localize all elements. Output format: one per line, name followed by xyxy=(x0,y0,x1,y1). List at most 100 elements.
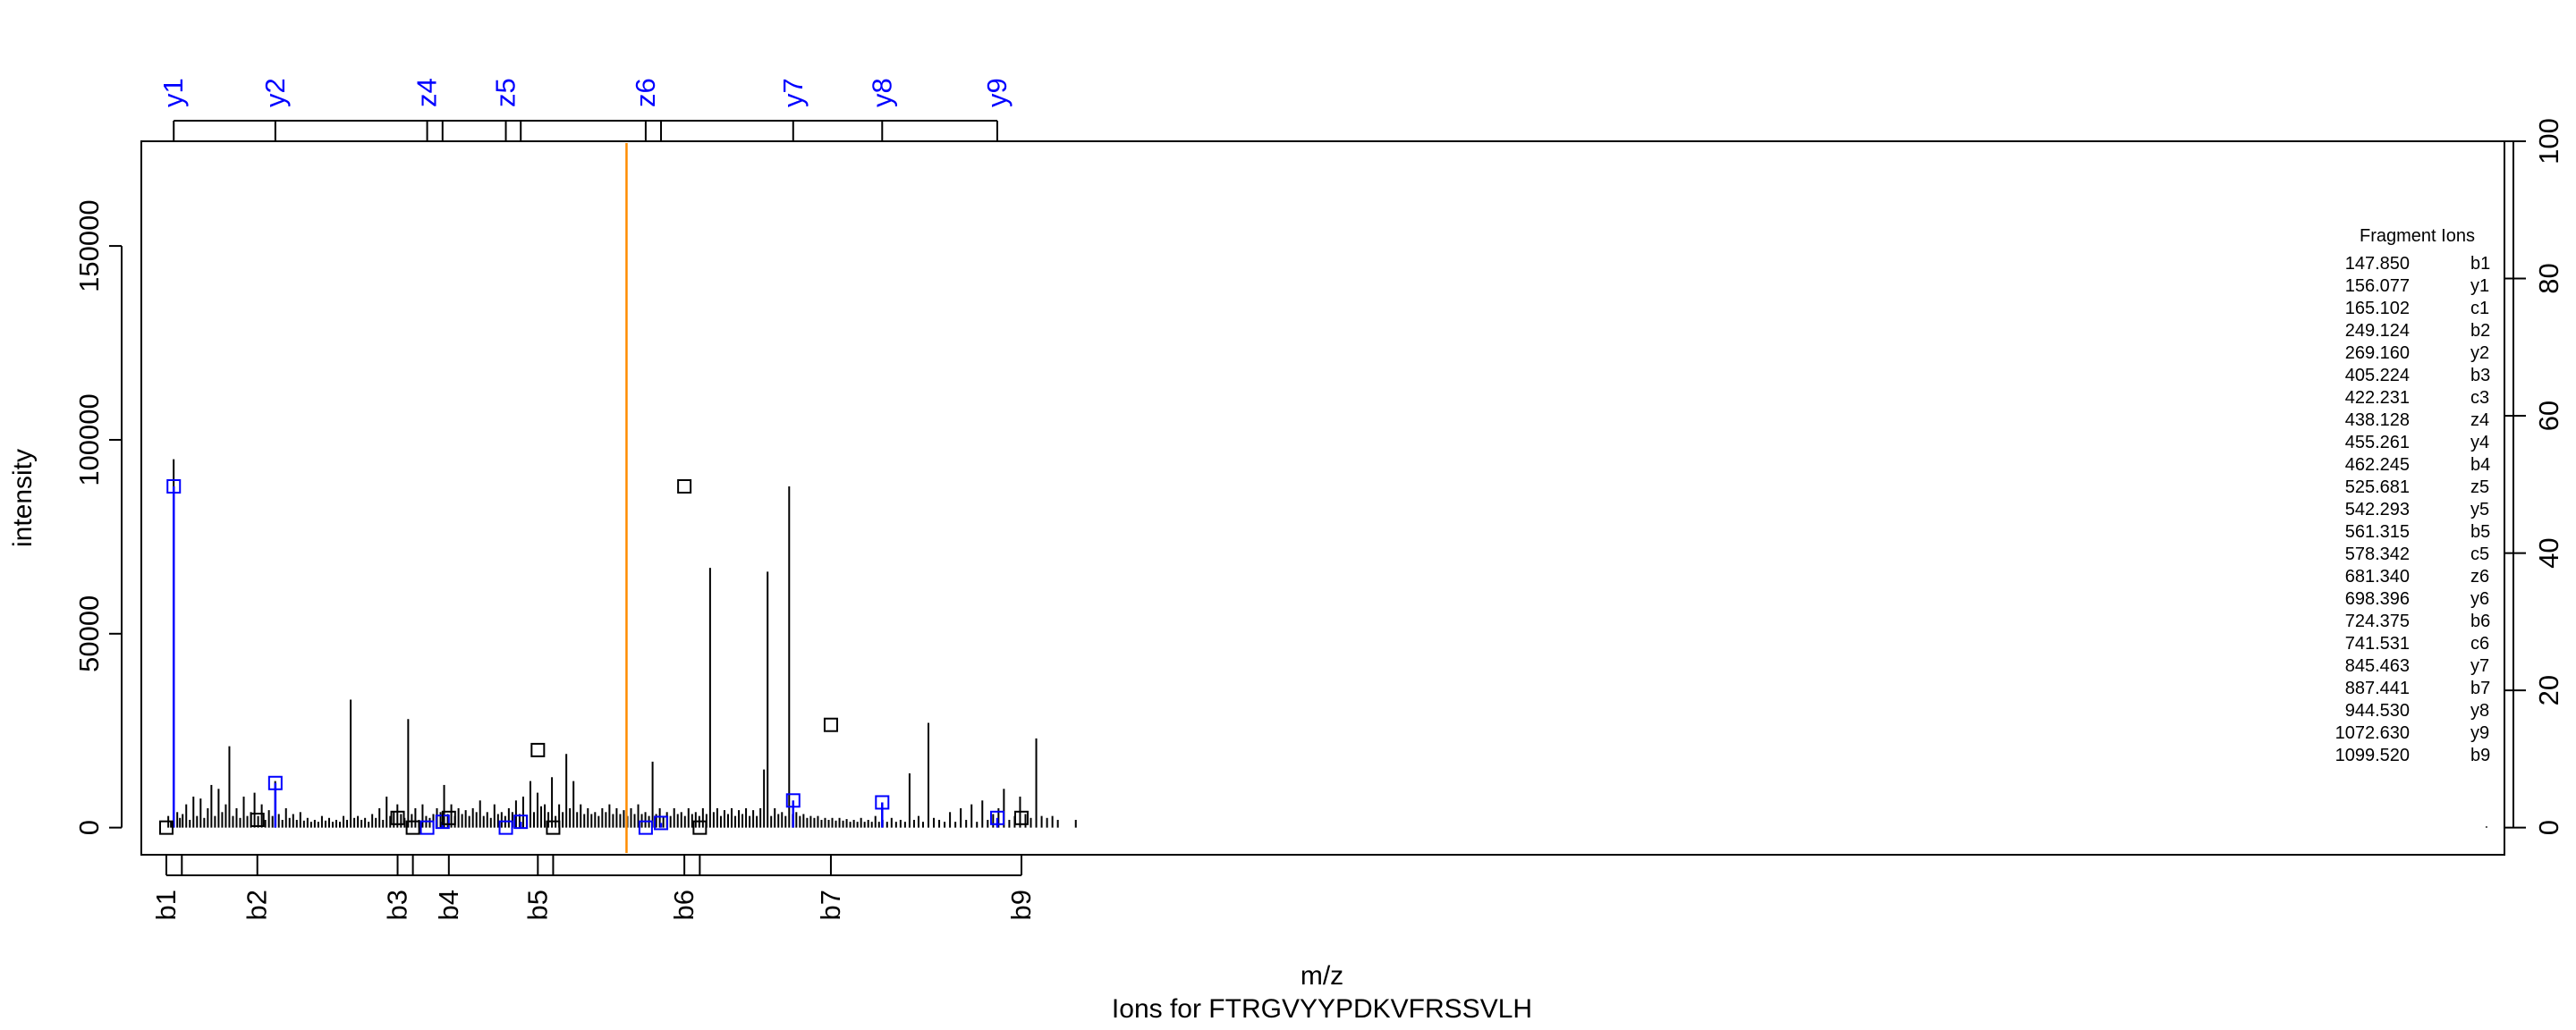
legend-entry-mz: 561.315 xyxy=(2345,522,2410,542)
top-ion-label: y9 xyxy=(981,78,1013,107)
legend-entry-ion: y2 xyxy=(2470,343,2489,363)
ion-marker xyxy=(677,478,692,494)
legend-entry-mz: 249.124 xyxy=(2345,321,2410,341)
left-y-axis: 0 50000 100000 150000 xyxy=(73,199,123,835)
top-ion-label: y7 xyxy=(777,78,809,107)
legend-entry-ion: y8 xyxy=(2470,701,2489,721)
legend-entry-ion: y9 xyxy=(2470,723,2489,743)
legend-entry-mz: 1099.520 xyxy=(2335,746,2410,765)
right-tick-label: 0 xyxy=(2533,820,2564,835)
ion-marker xyxy=(498,820,513,835)
ion-marker xyxy=(546,820,561,835)
ion-marker xyxy=(654,815,669,831)
top-ion-label: y2 xyxy=(259,78,291,107)
legend-entry-ion: c1 xyxy=(2470,299,2489,318)
legend-entry-ion: z6 xyxy=(2470,567,2489,587)
right-tick-label: 80 xyxy=(2533,263,2564,293)
legend-entry-ion: z5 xyxy=(2470,477,2489,497)
ion-marker xyxy=(785,793,801,808)
bottom-ion-label: b7 xyxy=(815,890,846,920)
x-axis-title: m/z xyxy=(1301,961,1343,991)
right-tick-label: 100 xyxy=(2533,118,2564,165)
ion-marker xyxy=(530,742,546,757)
top-ion-label: y1 xyxy=(157,78,189,107)
legend-title: Fragment Ions xyxy=(2360,226,2475,246)
legend-entry-ion: b2 xyxy=(2470,321,2490,341)
ion-marker xyxy=(1013,810,1029,825)
top-ion-label: z4 xyxy=(411,78,443,107)
legend-entry-ion: c6 xyxy=(2470,634,2489,654)
legend-entry-ion: z4 xyxy=(2470,410,2489,430)
legend-entry-mz: 269.160 xyxy=(2345,343,2410,363)
legend-entry-mz: 422.231 xyxy=(2345,388,2410,408)
legend-entry-ion: y5 xyxy=(2470,500,2489,519)
bottom-ion-label: b5 xyxy=(521,890,553,920)
ion-marker xyxy=(267,775,283,790)
legend-entry-ion: c3 xyxy=(2470,388,2489,408)
ion-marker xyxy=(405,820,420,835)
legend-entry-mz: 438.128 xyxy=(2345,410,2410,430)
ion-marker xyxy=(638,820,653,835)
legend-entry-ion: b9 xyxy=(2470,746,2490,765)
ion-marker xyxy=(419,820,435,835)
legend-entry-mz: 455.261 xyxy=(2345,433,2410,452)
left-tick-label: 150000 xyxy=(73,199,105,291)
ion-marker xyxy=(513,815,529,830)
legend-entry-ion: b4 xyxy=(2470,455,2490,475)
legend-entry-ion: c5 xyxy=(2470,545,2489,564)
legend-entry-mz: 578.342 xyxy=(2345,545,2410,564)
bottom-ion-label: b2 xyxy=(242,890,273,920)
right-tick-label: 20 xyxy=(2533,675,2564,705)
legend-entry-ion: y6 xyxy=(2470,589,2489,609)
left-tick-label: 50000 xyxy=(73,595,105,672)
ion-marker xyxy=(166,478,182,494)
bottom-ion-label: b4 xyxy=(433,890,464,920)
legend-entry-mz: 845.463 xyxy=(2345,656,2410,676)
legend-entry-ion: b3 xyxy=(2470,366,2490,385)
bottom-ion-axis: b1 b2 b3 b4 b5 b6 b7 b9 xyxy=(150,855,1037,920)
legend-entry-ion: y7 xyxy=(2470,656,2489,676)
top-ion-label: y8 xyxy=(866,78,897,107)
bottom-ion-label: b1 xyxy=(150,890,182,920)
top-ion-axis: y1 y2 z4 z5 z6 y7 y8 y9 xyxy=(157,78,1013,141)
legend-entry-mz: 887.441 xyxy=(2345,679,2410,698)
plot-frame xyxy=(140,140,2505,856)
legend-entry-mz: 405.224 xyxy=(2345,366,2410,385)
ion-marker xyxy=(692,820,708,835)
right-y-axis: 0 20 40 60 80 100 xyxy=(2504,118,2564,835)
legend-entry-mz: 944.530 xyxy=(2345,701,2410,721)
bottom-ion-label: b3 xyxy=(382,890,413,920)
bottom-ion-label: b9 xyxy=(1005,890,1037,920)
legend-entry-mz: 724.375 xyxy=(2345,612,2410,631)
plot-area xyxy=(158,143,2487,853)
legend-entry-ion: b6 xyxy=(2470,612,2490,631)
legend-entry-mz: 542.293 xyxy=(2345,500,2410,519)
ion-marker xyxy=(823,717,838,732)
right-tick-label: 40 xyxy=(2533,537,2564,568)
legend-entry-ion: b7 xyxy=(2470,679,2490,698)
legend-entry-ion: y1 xyxy=(2470,276,2489,296)
legend-entry-mz: 741.531 xyxy=(2345,634,2410,654)
ion-marker xyxy=(250,812,265,827)
bottom-ion-label: b6 xyxy=(668,890,699,920)
top-ion-label: z6 xyxy=(630,78,661,107)
chart-subtitle: Ions for FTRGVYYPDKVFRSSVLH xyxy=(1112,994,1532,1024)
left-tick-label: 0 xyxy=(73,820,105,835)
ion-marker xyxy=(875,795,890,810)
legend-entry-mz: 681.340 xyxy=(2345,567,2410,587)
y-axis-title: intensity xyxy=(8,449,38,547)
ion-marker xyxy=(158,820,174,835)
ion-marker xyxy=(989,810,1004,825)
legend-entry-ion: b1 xyxy=(2470,254,2490,274)
fragment-ions-legend: Fragment Ions 147.850 b1 156.077 y1 165.102 c1… xyxy=(2335,226,2491,765)
legend-entry-mz: 525.681 xyxy=(2345,477,2410,497)
left-tick-label: 100000 xyxy=(73,393,105,485)
legend-entry-mz: 156.077 xyxy=(2345,276,2410,296)
legend-entry-ion: b5 xyxy=(2470,522,2490,542)
legend-entry-ion: y4 xyxy=(2470,433,2489,452)
legend-entry-mz: 165.102 xyxy=(2345,299,2410,318)
legend-entry-mz: 698.396 xyxy=(2345,589,2410,609)
ion-marker xyxy=(441,810,456,825)
